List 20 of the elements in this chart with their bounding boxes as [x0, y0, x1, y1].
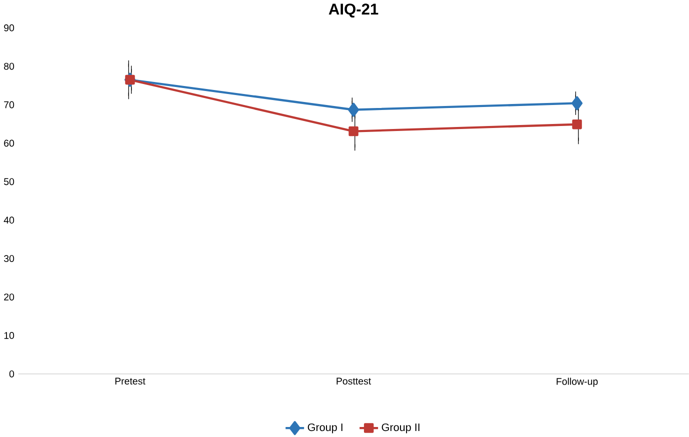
y-tick-label: 80 — [4, 62, 14, 70]
y-tick-label: 20 — [4, 294, 14, 300]
point — [348, 102, 360, 117]
y-tick-label: 60 — [4, 140, 14, 147]
y-tick-label: 50 — [4, 178, 14, 186]
x-tick-label: Follow-up — [556, 378, 598, 387]
y-tick-label: 0 — [9, 370, 14, 378]
point — [348, 126, 358, 136]
x-tick-label: Pretest — [115, 378, 146, 385]
y-tick-label: 90 — [4, 24, 14, 32]
y-tick-label: 30 — [4, 255, 14, 262]
legend-label: Group II — [382, 423, 420, 434]
y-tick-label: 40 — [4, 216, 14, 224]
x-tick-label: Posttest — [336, 378, 372, 385]
point — [572, 120, 582, 130]
chart-title: AIQ-21 — [328, 4, 378, 18]
y-tick-label: 10 — [4, 332, 14, 339]
legend-label: Group I — [308, 423, 342, 434]
y-tick-label: 70 — [4, 101, 14, 108]
point — [571, 96, 583, 110]
